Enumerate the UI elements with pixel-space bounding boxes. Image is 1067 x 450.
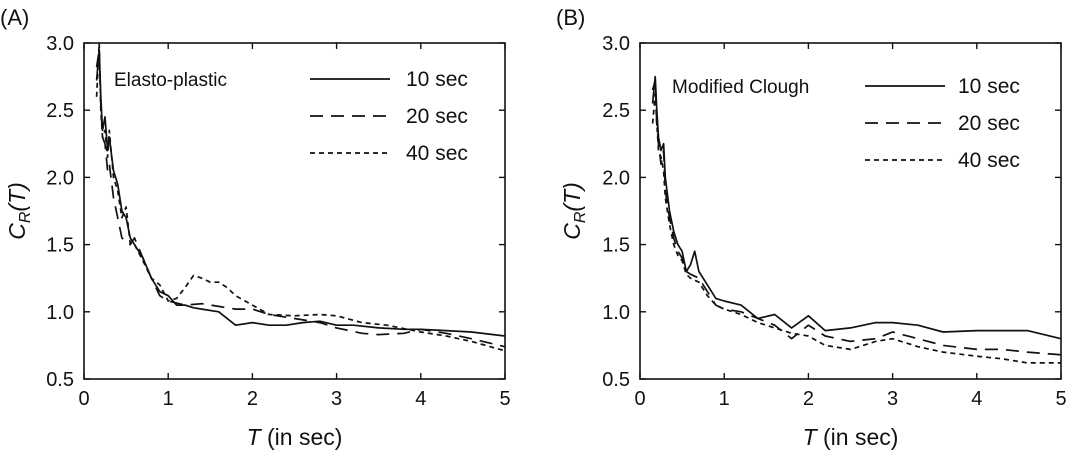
legend: 10 sec 20 sec 40 sec [865, 75, 1020, 172]
y-tick-label: 3.0 [46, 33, 74, 55]
legend-label-20-sec: 20 sec [958, 112, 1020, 135]
series-line-40-sec [95, 42, 506, 352]
x-axis-title: T (in sec) [247, 424, 343, 450]
axis-ticks: 0 1 2 3 4 5 0.5 1.0 1.5 2.0 2.5 3.0 [602, 33, 1066, 410]
series-line-20-sec [95, 48, 506, 348]
legend-label-10-sec: 10 sec [958, 75, 1020, 98]
y-tick-label: 0.5 [602, 369, 630, 391]
y-tick-label: 2.0 [602, 167, 630, 189]
legend: 10 sec 20 sec 40 sec [310, 68, 468, 165]
plot-frame [83, 42, 506, 380]
x-tick-label: 1 [163, 388, 174, 410]
x-tick-label: 5 [499, 388, 510, 410]
x-tick-label: 4 [415, 388, 426, 410]
model-note: Modified Clough [672, 77, 809, 98]
legend-label-40-sec: 40 sec [958, 149, 1020, 172]
y-tick-label: 1.0 [46, 302, 74, 324]
model-note: Elasto-plastic [114, 70, 227, 91]
y-tick-label: 1.5 [46, 235, 74, 257]
axis-ticks: 0 1 2 3 4 5 0.5 1.0 1.5 2.0 2.5 3.0 [46, 33, 510, 410]
y-tick-label: 0.5 [46, 369, 74, 391]
plot-frame [639, 42, 1062, 380]
x-tick-label: 4 [971, 388, 982, 410]
x-tick-label: 0 [634, 388, 645, 410]
series-lines [651, 75, 1062, 364]
legend-label-10-sec: 10 sec [406, 68, 468, 91]
y-axis-title: CR(T) [4, 182, 34, 240]
x-tick-label: 3 [887, 388, 898, 410]
series-line-40-sec [651, 93, 1061, 364]
y-tick-label: 2.5 [46, 100, 74, 122]
chart-panel-a: (A) 0 1 2 3 4 5 0.5 1.0 1.5 2.0 2.5 3.0 Elasto-plas… [0, 5, 511, 450]
x-tick-label: 3 [331, 388, 342, 410]
x-axis-title: T (in sec) [803, 424, 899, 450]
y-tick-label: 2.0 [46, 167, 74, 189]
x-tick-label: 2 [803, 388, 814, 410]
y-tick-label: 1.0 [602, 302, 630, 324]
panel-label: (A) [0, 5, 29, 30]
legend-label-40-sec: 40 sec [406, 142, 468, 165]
y-tick-label: 1.5 [602, 235, 630, 257]
y-tick-label: 3.0 [602, 33, 630, 55]
chart-panel-b: (B) 0 1 2 3 4 5 0.5 1.0 1.5 2.0 2.5 3.0 Modified Cl… [556, 5, 1067, 450]
x-tick-label: 0 [78, 388, 89, 410]
x-tick-label: 2 [247, 388, 258, 410]
legend-label-20-sec: 20 sec [406, 105, 468, 128]
panel-label: (B) [556, 5, 585, 30]
y-axis-title: CR(T) [559, 182, 589, 240]
x-tick-label: 1 [719, 388, 730, 410]
series-lines [95, 42, 506, 352]
x-tick-label: 5 [1055, 388, 1066, 410]
y-tick-label: 2.5 [602, 100, 630, 122]
